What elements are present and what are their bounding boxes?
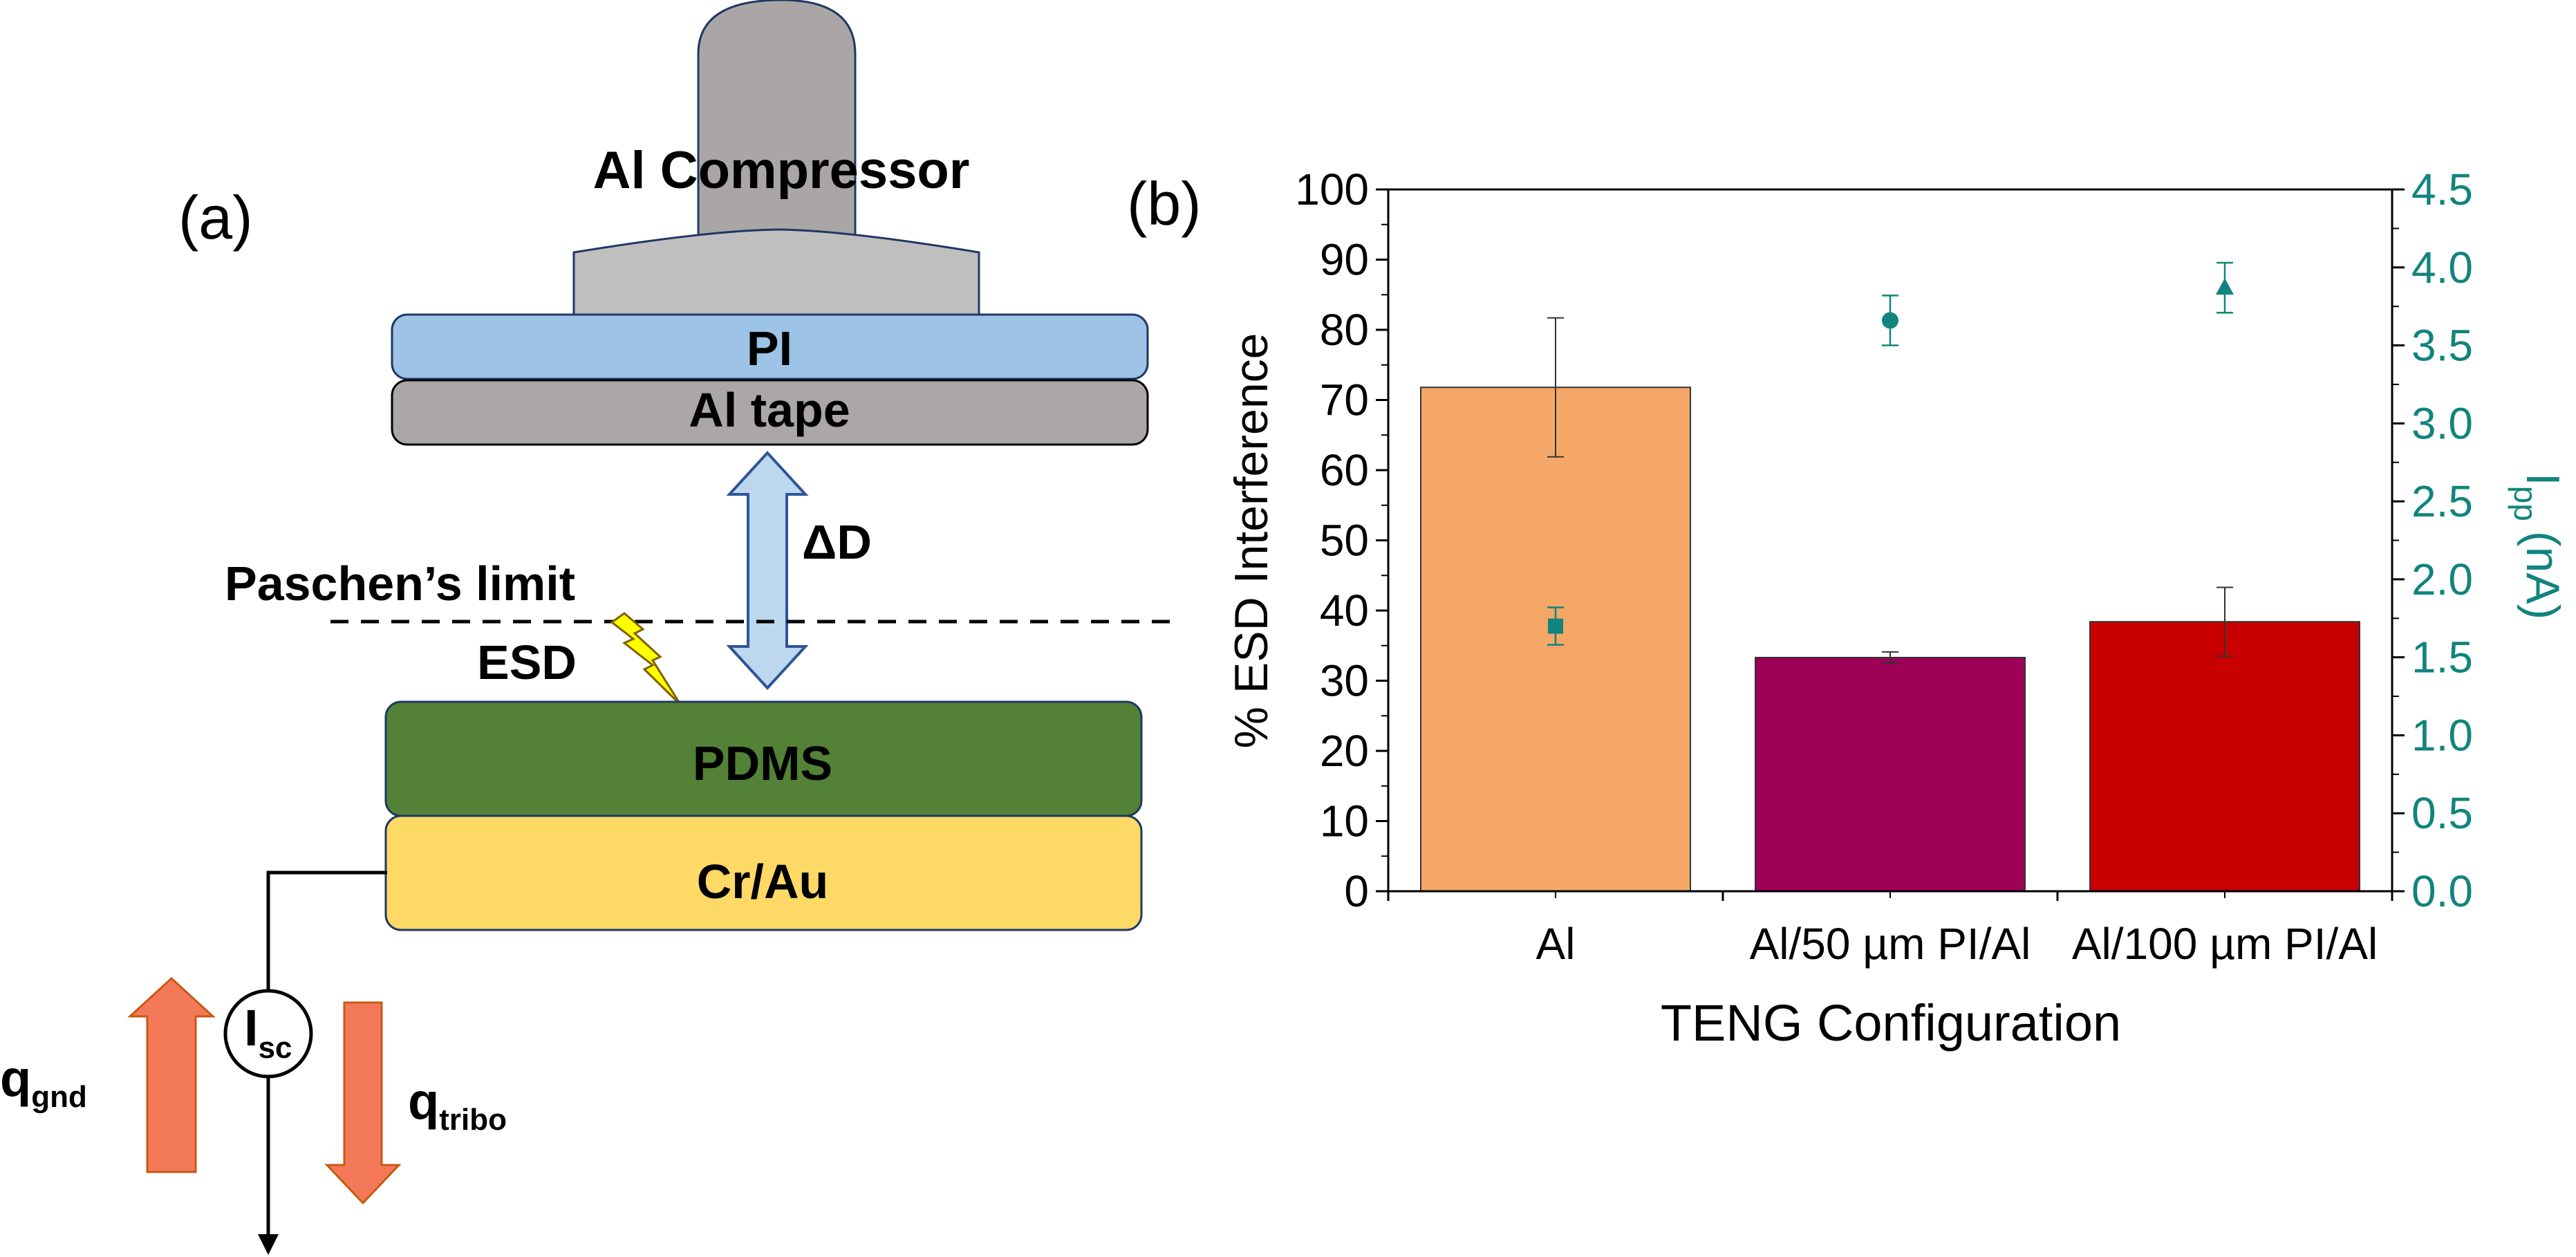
gap-label: ΔD	[802, 515, 872, 569]
compressor-base	[572, 228, 980, 316]
ipp-point-triangle	[2216, 278, 2234, 295]
y-tick-label: 20	[1320, 726, 1369, 776]
y2-tick-label: 1.0	[2411, 710, 2473, 760]
right-y-axis: 0.0 0.5 1.0 1.5 2.0 2.5 3.0 3.5 4.0 4.5	[2392, 165, 2473, 916]
pdms-label: PDMS	[693, 736, 832, 790]
y2-tick-label: 2.5	[2411, 476, 2473, 526]
ipp-point-circle	[1882, 312, 1898, 329]
esd-spark-icon	[610, 612, 682, 707]
y-tick-label: 70	[1320, 375, 1369, 425]
y-tick-label: 10	[1320, 797, 1369, 846]
y-tick-label: 40	[1320, 586, 1369, 635]
y-tick-label: 90	[1320, 235, 1369, 285]
y2-tick-label: 3.0	[2411, 398, 2473, 448]
y-tick-label: 80	[1320, 305, 1369, 355]
y-tick-label: 50	[1320, 516, 1369, 566]
electrode-label: Cr/Au	[697, 855, 829, 909]
device-schematic: (a) Al Compressor PI Al tape ΔD Paschen’…	[0, 0, 1182, 1255]
q-gnd-label: qgnd	[0, 1050, 87, 1114]
bar-error-bars	[1547, 317, 2233, 664]
left-y-axis: 0 10 20 30 40 50 60 70 80 90 100	[1295, 165, 1388, 916]
al-tape-layer	[391, 379, 1149, 446]
pi-layer	[391, 313, 1149, 380]
y-tick-label: 100	[1295, 165, 1369, 214]
x-tick-label: Al/50 µm PI/Al	[1750, 919, 2031, 969]
panel-a-label: (a)	[178, 183, 253, 252]
bars-layer	[1420, 387, 2360, 892]
current-source-label: Isc	[244, 999, 292, 1065]
q-tribo-arrow-icon	[324, 1001, 402, 1205]
bar	[2089, 621, 2360, 892]
y2-tick-label: 4.5	[2411, 165, 2473, 214]
y-tick-label: 0	[1344, 866, 1369, 916]
pi-label: PI	[747, 322, 792, 375]
bar	[1755, 657, 2026, 892]
y2-tick-label: 3.5	[2411, 321, 2473, 371]
x-axis: Al Al/50 µm PI/Al Al/100 µm PI/Al	[1387, 891, 2393, 969]
y2-axis-label: Ipp(nA)	[2508, 473, 2569, 620]
q-tribo-label: qtribo	[408, 1072, 507, 1137]
esd-interference-chart: (b) 0 10 20 30 40 50 60 70 80 90 100 0.0 0.5 1.0 1.5 2…	[1127, 165, 2569, 1052]
esd-label: ESD	[477, 635, 577, 689]
y2-tick-label: 0.0	[2411, 866, 2473, 916]
ipp-point-square	[1548, 618, 1563, 634]
x-tick-label: Al	[1536, 919, 1576, 969]
ipp-points-layer	[1547, 261, 2234, 646]
paschen-limit-label: Paschen’s limit	[225, 557, 575, 611]
y2-tick-label: 1.5	[2411, 633, 2473, 682]
y2-tick-label: 2.0	[2411, 555, 2473, 604]
circuit-wire	[266, 870, 387, 996]
al-tape-label: Al tape	[689, 383, 850, 437]
compressor-label: Al Compressor	[593, 141, 970, 200]
x-tick-label: Al/100 µm PI/Al	[2072, 919, 2378, 969]
y-tick-label: 30	[1320, 656, 1369, 706]
gap-double-arrow	[726, 451, 809, 690]
compressor-rod	[697, 0, 857, 257]
current-source-icon	[223, 989, 313, 1079]
y-tick-label: 60	[1320, 445, 1369, 495]
x-axis-label: TENG Configuration	[1661, 994, 2121, 1052]
y2-tick-label: 0.5	[2411, 788, 2473, 838]
y2-tick-label: 4.0	[2411, 243, 2473, 292]
q-gnd-arrow-icon	[127, 976, 216, 1173]
y-axis-label: % ESD Interference	[1225, 333, 1278, 749]
panel-b-label: (b)	[1127, 169, 1202, 238]
